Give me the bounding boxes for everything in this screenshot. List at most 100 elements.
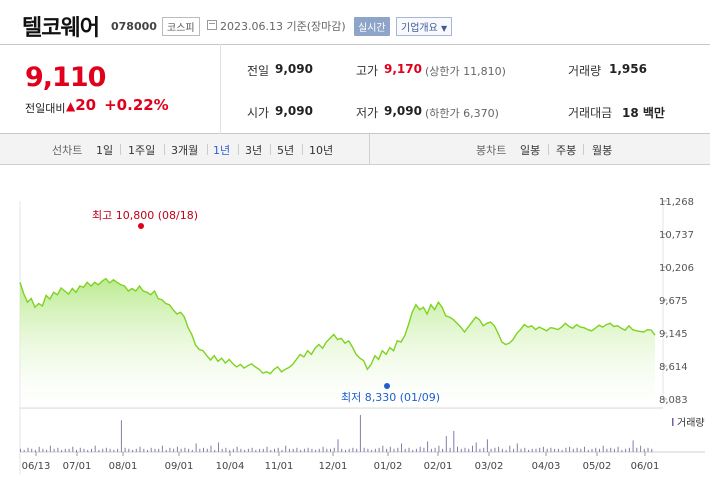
volume-bar xyxy=(169,447,171,452)
volume-bar xyxy=(628,447,630,452)
prev-close-label: 전일 xyxy=(247,64,270,78)
change-value: ▲20 +0.22% xyxy=(66,96,169,114)
y-tick-label: 8,083 xyxy=(659,395,688,406)
volume-bar xyxy=(20,448,21,452)
volume-label: 거래량 xyxy=(568,64,602,78)
open-label: 시가 xyxy=(247,106,270,120)
x-tick-label: 06/13 xyxy=(22,461,51,472)
volume-bar xyxy=(404,448,406,452)
volume-bar xyxy=(457,446,458,452)
volume-bar xyxy=(31,448,33,452)
volume-bar xyxy=(408,447,410,452)
calendar-icon xyxy=(207,20,217,30)
low-annotation: 최저 8,330 (01/09) xyxy=(341,391,440,404)
tab-3y[interactable]: 3년 xyxy=(245,144,263,157)
volume-bar xyxy=(154,448,156,452)
volume-bar xyxy=(606,448,608,452)
y-tick-label: 9,675 xyxy=(659,296,688,307)
volume-bar xyxy=(87,449,89,452)
x-tick-label: 12/01 xyxy=(319,461,348,472)
volume-bar xyxy=(393,448,395,452)
tab-1d[interactable]: 1일 xyxy=(96,144,114,157)
volume-bar xyxy=(42,448,44,452)
volume-bar xyxy=(285,445,287,452)
volume-bar xyxy=(378,447,380,452)
volume-bar xyxy=(505,449,507,452)
volume-bar xyxy=(236,446,238,452)
volume-bar xyxy=(38,446,40,452)
volume-bar xyxy=(333,447,335,452)
volume-bar xyxy=(326,448,328,452)
volume-bar xyxy=(569,446,571,452)
volume-bar xyxy=(561,449,563,452)
company-overview-button[interactable]: 기업개요 ▼ xyxy=(396,17,453,36)
volume-bar xyxy=(367,448,369,452)
divider xyxy=(220,44,221,134)
volume-bar xyxy=(348,448,350,452)
volume-bar xyxy=(255,449,257,452)
volume-bar xyxy=(72,446,74,452)
volume-bar xyxy=(576,447,578,452)
volume-bar xyxy=(218,442,219,452)
volume-bar xyxy=(475,442,477,452)
volume-value: 1,956 xyxy=(609,62,647,76)
trade-value-label: 거래대금 xyxy=(568,106,613,120)
volume-bar xyxy=(434,447,436,452)
volume-bar xyxy=(468,448,470,452)
volume-bar xyxy=(23,449,25,452)
date-text: 2023.06.13 기준(장마감) xyxy=(220,20,346,33)
volume-bar xyxy=(105,447,107,452)
volume-bar xyxy=(490,448,492,452)
volume-bar xyxy=(513,448,515,452)
tab-3m[interactable]: 3개월 xyxy=(171,144,199,157)
change-percent: +0.22% xyxy=(104,96,169,114)
volume-bar xyxy=(195,443,197,452)
volume-bar xyxy=(371,449,373,452)
volume-bar xyxy=(102,448,104,452)
candle-chart-label: 봉차트 xyxy=(476,144,507,157)
volume-bar xyxy=(27,447,29,452)
volume-bar xyxy=(643,448,645,452)
price-area xyxy=(20,278,655,408)
volume-bar xyxy=(419,446,421,452)
volume-bar xyxy=(210,445,212,452)
volume-bar xyxy=(244,449,246,452)
volume-bar xyxy=(572,448,574,452)
volume-bar xyxy=(352,447,354,452)
trade-value: 18 백만 xyxy=(622,106,665,120)
volume-bar xyxy=(139,446,141,452)
volume-bar xyxy=(34,449,36,452)
company-overview-label: 기업개요 xyxy=(401,23,438,34)
volume-bar xyxy=(53,448,55,452)
stock-name: 텔코웨어 xyxy=(22,16,100,41)
tab-5y[interactable]: 5년 xyxy=(277,144,295,157)
period-tabs xyxy=(0,134,710,165)
volume-bar xyxy=(341,448,343,452)
volume-bar xyxy=(303,448,305,452)
realtime-button[interactable]: 실시간 xyxy=(354,17,390,36)
volume-bar xyxy=(542,446,544,452)
volume-bar xyxy=(460,448,462,452)
volume-bar xyxy=(94,445,96,452)
volume-bar xyxy=(356,448,358,452)
volume-bar xyxy=(270,449,272,452)
current-price: 9,110 xyxy=(25,62,106,93)
volume-bar xyxy=(76,449,77,452)
tab-daily[interactable]: 일봉 xyxy=(520,144,541,157)
tab-weekly[interactable]: 주봉 xyxy=(556,144,577,157)
volume-bar xyxy=(442,448,444,452)
volume-bar xyxy=(109,448,111,452)
low-marker xyxy=(384,383,390,389)
tab-monthly[interactable]: 월봉 xyxy=(592,144,613,157)
tab-1y[interactable]: 1년 xyxy=(213,144,231,157)
volume-bar xyxy=(386,448,388,452)
x-tick-label: 06/01 xyxy=(631,461,660,472)
volume-bar xyxy=(161,445,163,452)
tab-10y[interactable]: 10년 xyxy=(309,144,334,157)
tab-1w[interactable]: 1주일 xyxy=(128,144,156,157)
open-value: 9,090 xyxy=(275,104,313,118)
volume-bar xyxy=(311,448,313,452)
volume-bar xyxy=(636,447,638,452)
high-annotation: 최고 10,800 (08/18) xyxy=(92,209,198,222)
